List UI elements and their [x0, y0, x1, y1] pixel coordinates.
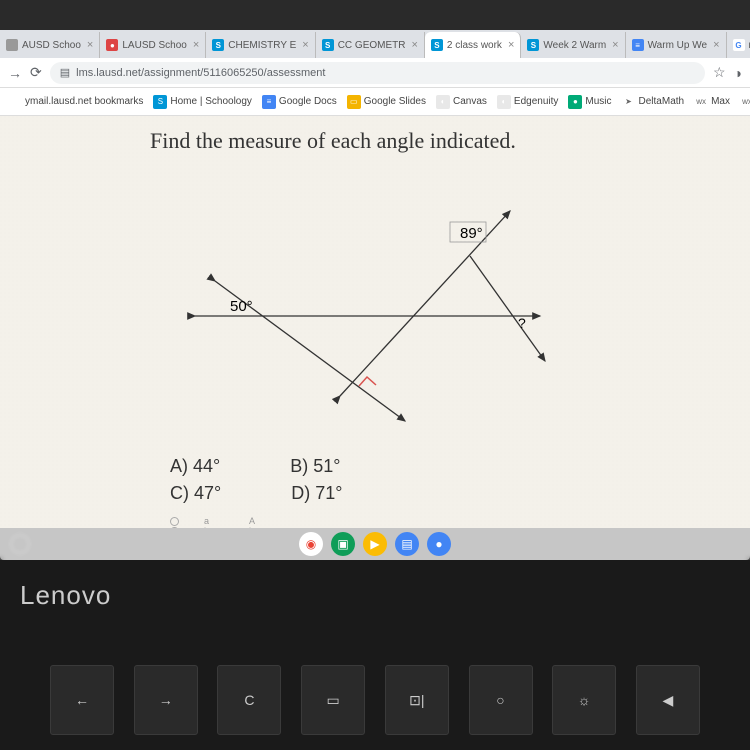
bookmark-item[interactable]: ➤DeltaMath: [622, 95, 685, 109]
bookmark-favicon: [8, 95, 22, 109]
tab-close-icon[interactable]: ×: [508, 39, 514, 51]
brand-logo: Lenovo: [20, 580, 111, 611]
bookmark-item[interactable]: ●Music: [568, 95, 611, 109]
keyboard-key: ○: [469, 665, 533, 735]
tab-label: CC GEOMETR: [338, 40, 406, 51]
bookmark-item[interactable]: ymail.lausd.net bookmarks: [8, 95, 143, 109]
bookmark-favicon: ◐: [436, 95, 450, 109]
tab-label: CHEMISTRY E: [228, 40, 296, 51]
tab-strip: AUSD Schoo × ● LAUSD Schoo × S CHEMISTRY E × S CC…: [0, 30, 750, 58]
dock-app-icon[interactable]: ●: [427, 532, 451, 556]
address-bar: → ⟳ ▤ lms.lausd.net/assignment/511606525…: [0, 58, 750, 88]
bookmark-favicon: ●: [568, 95, 582, 109]
answer-d: D) 71°: [291, 483, 342, 504]
bookmark-item[interactable]: ▭Google Slides: [347, 95, 426, 109]
radio-a[interactable]: [170, 517, 179, 526]
bookmark-item[interactable]: wxThe Office: [740, 95, 750, 109]
forward-icon[interactable]: →: [8, 65, 22, 81]
bookmark-favicon: ➤: [622, 95, 636, 109]
bookmark-favicon: wx: [740, 95, 750, 109]
angle-89-label: 89°: [460, 225, 483, 242]
bookmark-item[interactable]: wxMax: [694, 95, 730, 109]
bookmark-favicon: ≡: [262, 95, 276, 109]
dock-app-icon[interactable]: ▤: [395, 532, 419, 556]
answer-choices: A) 44° B) 51° C) 47° D) 71°: [170, 456, 342, 510]
keyboard-key: →: [134, 665, 198, 735]
site-info-icon: ▤: [60, 66, 70, 79]
angle-50-label: 50°: [230, 298, 253, 315]
tab-close-icon[interactable]: ×: [193, 39, 199, 51]
bookmark-item[interactable]: ◐Canvas: [436, 95, 487, 109]
question-prompt: Find the measure of each angle indicated…: [0, 116, 750, 154]
keyboard-key: C: [217, 665, 281, 735]
tab-label: Week 2 Warm: [543, 40, 606, 51]
url-input[interactable]: ▤ lms.lausd.net/assignment/5116065250/as…: [50, 62, 705, 84]
browser-tab[interactable]: S Week 2 Warm ×: [521, 32, 625, 58]
browser-tab[interactable]: Grelationships×: [727, 32, 750, 58]
browser-tab[interactable]: S CC GEOMETR ×: [316, 32, 425, 58]
tab-favicon: S: [212, 39, 224, 51]
browser-tab[interactable]: ≡ Warm Up We ×: [626, 32, 727, 58]
keyboard: ← → C ▭ ⊡| ○ ☼ ◀: [50, 665, 700, 735]
bookmark-favicon: ◐: [497, 95, 511, 109]
keyboard-key: ▭: [301, 665, 365, 735]
tab-label: Warm Up We: [648, 40, 707, 51]
tab-label: AUSD Schoo: [22, 40, 81, 51]
answer-a: A) 44°: [170, 456, 220, 477]
browser-tab[interactable]: ● LAUSD Schoo ×: [100, 32, 206, 58]
dock-app-icon[interactable]: ◉: [299, 532, 323, 556]
tab-favicon: G: [733, 39, 745, 51]
browser-tab[interactable]: S 2 class work ×: [425, 32, 521, 58]
tab-favicon: ●: [106, 39, 118, 51]
tab-close-icon[interactable]: ×: [411, 39, 417, 51]
dock-app-icon[interactable]: ▣: [331, 532, 355, 556]
browser-window: AUSD Schoo × ● LAUSD Schoo × S CHEMISTRY E × S CC…: [0, 30, 750, 560]
tab-favicon: S: [322, 39, 334, 51]
bookmark-favicon: wx: [694, 95, 708, 109]
extension-icon[interactable]: ◑: [734, 65, 742, 81]
radio-options: aA bb: [170, 516, 255, 528]
tab-label: 2 class work: [447, 40, 502, 51]
answer-b: B) 51°: [290, 456, 340, 477]
browser-tab[interactable]: AUSD Schoo ×: [0, 32, 100, 58]
browser-tab[interactable]: S CHEMISTRY E ×: [206, 32, 315, 58]
answer-c: C) 47°: [170, 483, 221, 504]
page-content: Find the measure of each angle indicated…: [0, 116, 750, 528]
keyboard-key: ☼: [552, 665, 616, 735]
bookmark-item[interactable]: ◐Edgenuity: [497, 95, 558, 109]
reload-icon[interactable]: ⟳: [30, 64, 42, 81]
bookmarks-bar: ymail.lausd.net bookmarks SHome | Schoolo…: [0, 88, 750, 116]
keyboard-key: ⊡|: [385, 665, 449, 735]
shelf: ◉ ▣ ▶ ▤ ●: [0, 528, 750, 560]
tab-close-icon[interactable]: ×: [713, 39, 719, 51]
bookmark-favicon: S: [153, 95, 167, 109]
tab-favicon: [6, 39, 18, 51]
angle-unknown-label: ?: [518, 315, 526, 331]
bookmark-item[interactable]: SHome | Schoology: [153, 95, 252, 109]
dock-app-icon[interactable]: ▶: [363, 532, 387, 556]
tab-favicon: ≡: [632, 39, 644, 51]
tab-close-icon[interactable]: ×: [302, 39, 308, 51]
bookmark-item[interactable]: ≡Google Docs: [262, 95, 337, 109]
geometry-figure: 50° 89° ?: [140, 186, 560, 426]
tab-close-icon[interactable]: ×: [87, 39, 93, 51]
tab-close-icon[interactable]: ×: [612, 39, 618, 51]
tab-favicon: S: [431, 39, 443, 51]
keyboard-key: ◀: [636, 665, 700, 735]
tab-favicon: S: [527, 39, 539, 51]
url-text: lms.lausd.net/assignment/5116065250/asse…: [76, 67, 325, 79]
bookmark-favicon: ▭: [347, 95, 361, 109]
keyboard-key: ←: [50, 665, 114, 735]
tab-label: LAUSD Schoo: [122, 40, 186, 51]
bookmark-star-icon[interactable]: ☆: [713, 64, 726, 81]
